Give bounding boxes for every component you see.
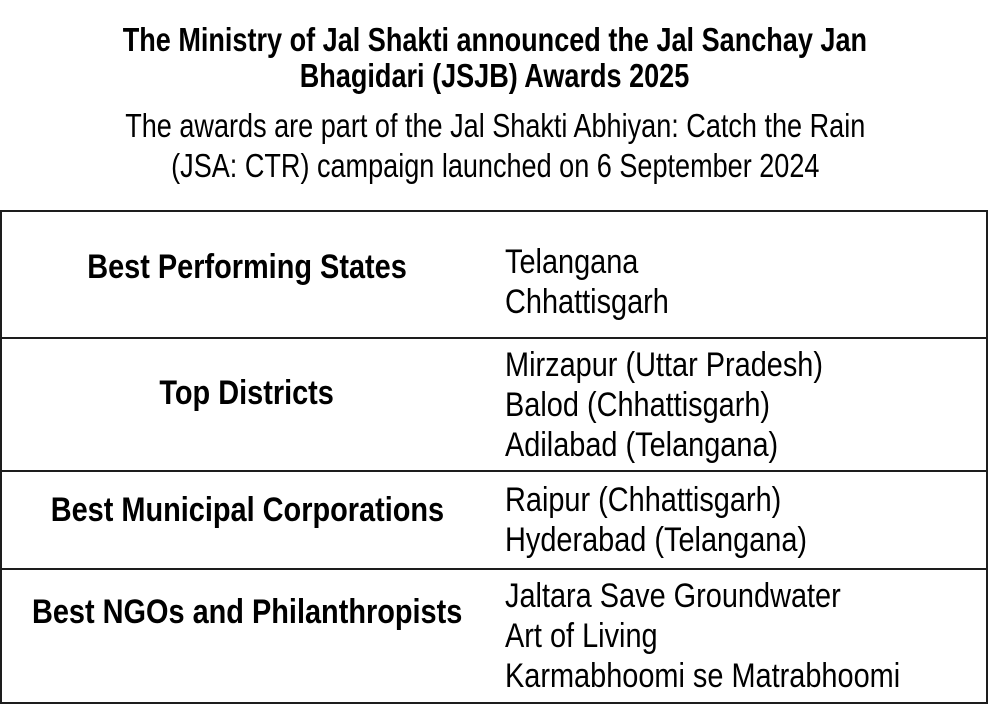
category-cell: Top Districts: [2, 339, 492, 470]
winner-item: Mirzapur (Uttar Pradesh): [505, 345, 823, 384]
winner-item: Telangana: [505, 242, 639, 281]
category-cell: Best NGOs and Philanthropists: [2, 570, 492, 702]
winner-item: Jaltara Save Groundwater: [505, 577, 841, 615]
page-subtitle: The awards are part of the Jal Shakti Ab…: [0, 106, 990, 186]
table-row-best-municipal-corporations: Best Municipal Corporations Raipur (Chha…: [2, 472, 986, 570]
winner-item: Karmabhoomi se Matrabhoomi: [505, 657, 901, 695]
category-cell: Best Municipal Corporations: [2, 472, 492, 568]
winners-cell: Mirzapur (Uttar Pradesh) Balod (Chhattis…: [492, 339, 986, 470]
page-subtitle-line-1: The awards are part of the Jal Shakti Ab…: [124, 107, 866, 144]
table-row-best-ngos-and-philanthropists: Best NGOs and Philanthropists Jaltara Sa…: [2, 570, 986, 702]
winners-cell: Jaltara Save Groundwater Art of Living K…: [492, 570, 986, 702]
winner-item: Hyderabad (Telangana): [505, 521, 808, 559]
category-label: Best Performing States: [87, 248, 407, 286]
winners-cell: Raipur (Chhattisgarh) Hyderabad (Telanga…: [492, 472, 986, 568]
page-title-line-1: The Ministry of Jal Shakti announced the…: [122, 21, 868, 58]
winner-item: Adilabad (Telangana): [505, 425, 779, 464]
winner-item: Art of Living: [505, 617, 658, 655]
table-row-best-performing-states: Best Performing States Telangana Chhatti…: [2, 212, 986, 339]
category-label: Top Districts: [159, 374, 335, 412]
page-subtitle-line-2: (JSA: CTR) campaign launched on 6 Septem…: [170, 147, 820, 184]
winner-item: Raipur (Chhattisgarh): [505, 481, 782, 519]
category-label: Best NGOs and Philanthropists: [31, 592, 463, 631]
page-title: The Ministry of Jal Shakti announced the…: [0, 22, 990, 94]
winner-item: Chhattisgarh: [505, 282, 669, 321]
category-cell: Best Performing States: [2, 212, 492, 337]
page-title-line-2: Bhagidari (JSJB) Awards 2025: [300, 57, 690, 94]
winners-cell: Telangana Chhattisgarh: [492, 212, 986, 337]
awards-table: Best Performing States Telangana Chhatti…: [0, 210, 988, 704]
table-row-top-districts: Top Districts Mirzapur (Uttar Pradesh) B…: [2, 339, 986, 472]
winner-item: Balod (Chhattisgarh): [505, 385, 771, 424]
category-label: Best Municipal Corporations: [50, 490, 444, 529]
page-header: The Ministry of Jal Shakti announced the…: [0, 0, 990, 210]
